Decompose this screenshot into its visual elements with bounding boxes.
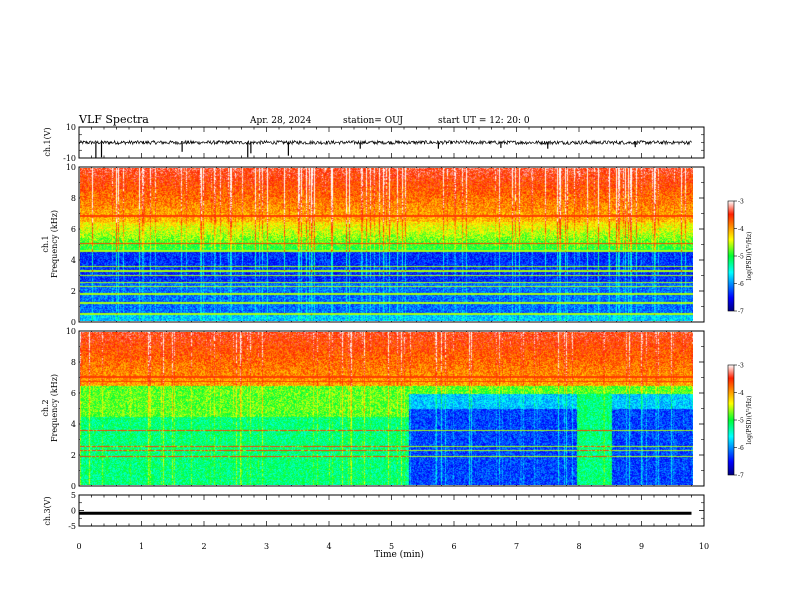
ytick-label-2-1: 2	[71, 451, 76, 460]
cb1-ticks-label-0: -3	[738, 199, 744, 206]
ch2-colorbar: -3 -4 -5 -6 -7 log(PSD)(V²/Hz)	[727, 363, 753, 480]
ch1-colorbar-label: log(PSD)(V²/Hz)	[746, 232, 753, 281]
ch2-spectrogram-channel-label: ch.2	[41, 399, 50, 416]
ch3-waveform-panel	[78, 494, 705, 527]
ytick-label-0-0: 10	[66, 123, 76, 132]
cb1-ticks-label-2: -5	[738, 254, 744, 261]
xtick-label-2: 2	[201, 542, 206, 551]
ytick-label-2-4: 8	[71, 358, 76, 367]
ytick-label-1-5: 10	[66, 163, 76, 172]
xtick-label-1: 1	[139, 542, 144, 551]
ch2-colorbar-label: log(PSD)(V²/Hz)	[746, 396, 753, 445]
ytick-label-3-0: 5	[71, 491, 76, 500]
xtick-label-10: 10	[699, 542, 709, 551]
ch1-waveform-spikes	[95, 142, 636, 158]
ch1-spectrogram-heatmap	[80, 168, 693, 321]
start-time-label: start UT = 12: 20: 0	[438, 116, 530, 126]
ch1-colorbar: -3 -4 -5 -6 -7 log(PSD)(V²/Hz)	[727, 199, 753, 316]
ch2-spectrogram-ylabel: Frequency (kHz)	[50, 374, 59, 442]
ytick-label-2-5: 10	[66, 327, 76, 336]
ch1-spectrogram-ylabel: Frequency (kHz)	[50, 210, 59, 278]
ytick-label-2-2: 4	[71, 420, 76, 429]
x-axis-title: Time (min)	[374, 549, 424, 560]
ytick-label-2-3: 6	[71, 389, 76, 398]
cb1-ticks-label-1: -4	[738, 226, 744, 233]
cb1-ticks-label-4: -7	[738, 309, 744, 316]
ytick-label-1-2: 4	[71, 256, 76, 265]
xtick-label-5: 5	[389, 542, 394, 551]
ch1-spectrogram-channel-label: ch.1	[41, 235, 50, 252]
xtick-label-4: 4	[326, 542, 331, 551]
xtick-label-7: 7	[514, 542, 519, 551]
date-label: Apr. 28, 2024	[249, 116, 312, 126]
ytick-label-3-1: 0	[71, 507, 76, 516]
figure-title: VLF Spectra	[78, 113, 149, 126]
ytick-label-2-0: 0	[71, 482, 76, 491]
ytick-label-1-4: 8	[71, 194, 76, 203]
xtick-label-0: 0	[76, 542, 81, 551]
xtick-label-3: 3	[264, 542, 269, 551]
cb2-ticks-label-2: -5	[738, 418, 744, 425]
ytick-label-1-1: 2	[71, 287, 76, 296]
xtick-label-9: 9	[639, 542, 644, 551]
cb2-ticks-label-0: -3	[738, 363, 744, 370]
ch1-waveform-panel	[78, 126, 705, 159]
cb2-ticks-label-1: -4	[738, 390, 744, 397]
ch2-colorbar-ticks: -3 -4 -5 -6 -7	[734, 363, 744, 480]
ch1-waveform-trace	[78, 139, 692, 146]
ch1-colorbar-ticks: -3 -4 -5 -6 -7	[734, 199, 744, 316]
ytick-label-1-0: 0	[71, 318, 76, 327]
ch2-spectrogram-heatmap	[80, 332, 693, 485]
xtick-label-8: 8	[576, 542, 581, 551]
ch3-waveform-ylabel: ch.3(V)	[43, 496, 52, 525]
station-label: station= OUJ	[343, 116, 403, 126]
ytick-label-3-2: -5	[68, 522, 76, 531]
cb2-ticks-label-3: -6	[738, 445, 744, 452]
cb1-ticks-label-3: -6	[738, 281, 744, 288]
ytick-label-0-1: -10	[63, 154, 76, 163]
xtick-label-6: 6	[451, 542, 456, 551]
cb2-ticks-label-4: -7	[738, 473, 744, 480]
ch1-waveform-ylabel: ch.1(V)	[43, 127, 52, 156]
ytick-label-1-3: 6	[71, 225, 76, 234]
